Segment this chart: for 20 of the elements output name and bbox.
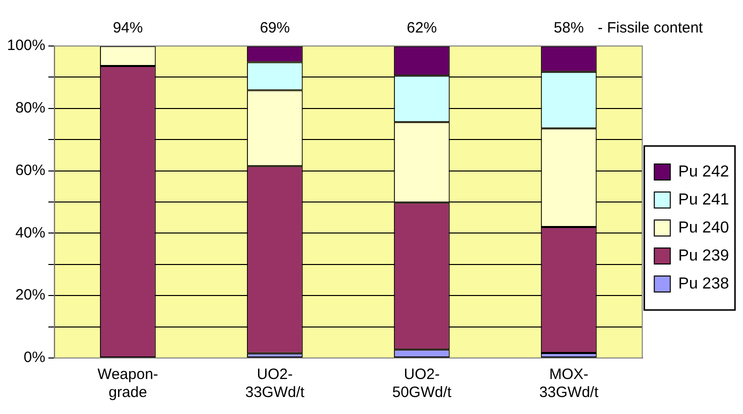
y-tick-label: 100% xyxy=(6,37,46,54)
x-tick-label: Weapon-grade xyxy=(98,366,158,402)
x-tick-label: UO2-50GWd/t xyxy=(392,366,452,402)
y-tick-label: 40% xyxy=(15,224,46,242)
y-tick-label: 60% xyxy=(15,162,46,179)
text: 69% xyxy=(260,20,290,37)
legend-label: Pu 238 xyxy=(678,275,730,292)
text: 94% xyxy=(112,20,143,37)
text: - Fissile content xyxy=(598,20,704,37)
x-tick-label: MOX-33GWd/t xyxy=(539,366,600,402)
legend-label: Pu 242 xyxy=(678,163,730,180)
text: 58% xyxy=(554,20,584,37)
text: 62% xyxy=(406,20,437,37)
legend-label: Pu 241 xyxy=(678,191,730,208)
legend-label: Pu 240 xyxy=(678,219,730,236)
y-tick-label: 80% xyxy=(15,100,46,117)
y-tick-label: 0% xyxy=(24,349,46,366)
y-tick-label: 20% xyxy=(15,286,46,304)
legend-label: Pu 239 xyxy=(678,247,730,264)
x-tick-label: UO2-33GWd/t xyxy=(245,366,306,402)
